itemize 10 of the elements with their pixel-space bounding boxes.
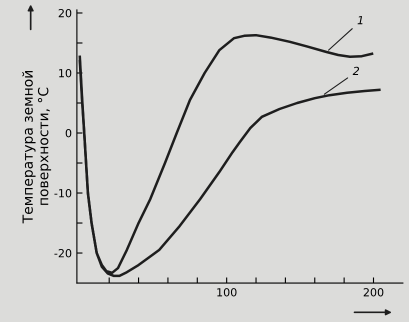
y-tick-label: -20 <box>54 249 72 258</box>
y-tick-label: 0 <box>66 128 72 138</box>
x-tick-label: 200 <box>364 288 384 296</box>
y-tick-label: 20 <box>58 8 72 18</box>
y-tick-label: -10 <box>54 188 72 198</box>
annotation: 1 <box>358 16 362 24</box>
x-tick-label: 100 <box>217 288 237 296</box>
y-tick-label: 10 <box>59 68 72 78</box>
y-axis-title: Температура земной поверхности, °C <box>22 71 52 224</box>
annotation: 2 <box>352 66 360 75</box>
